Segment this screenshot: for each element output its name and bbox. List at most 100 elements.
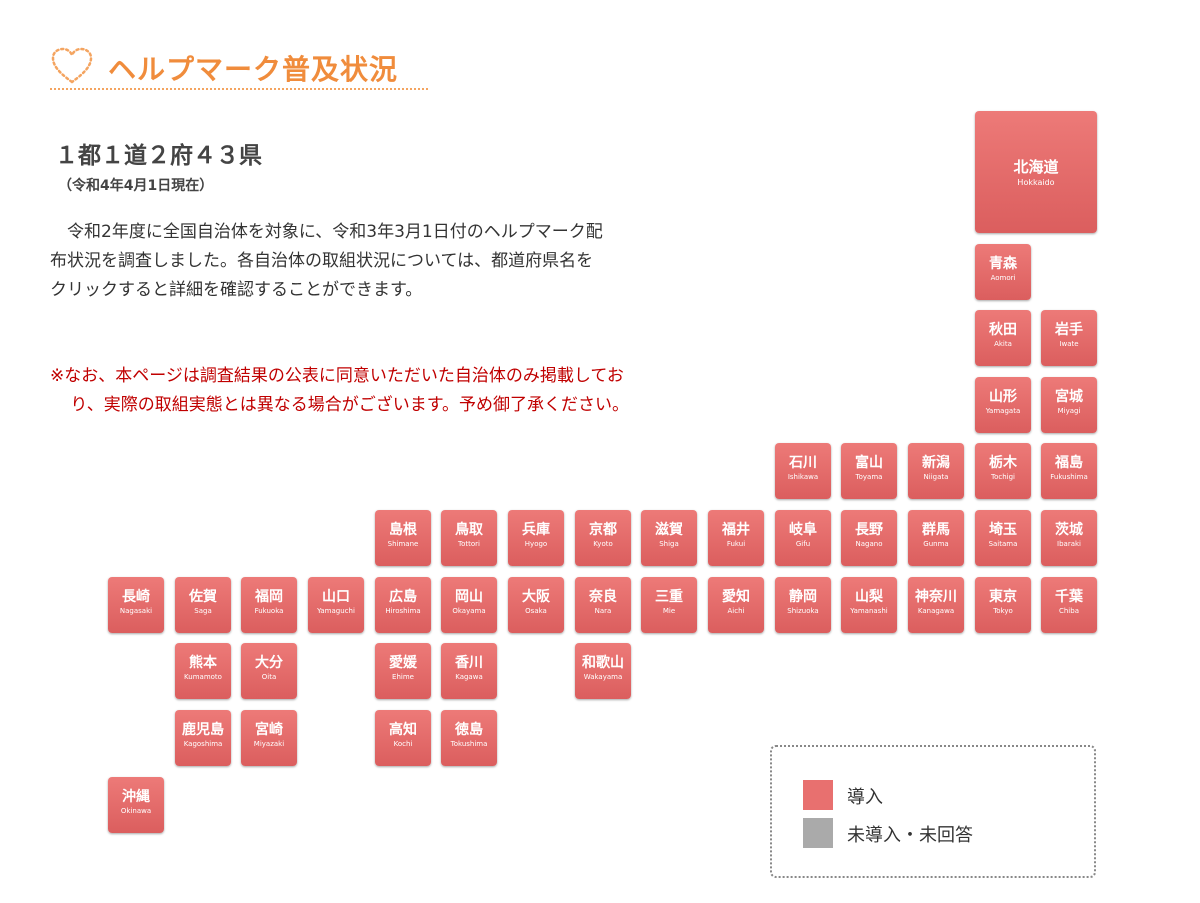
prefecture-tile-fukui[interactable]: 福井 Fukui — [708, 510, 764, 566]
prefecture-name-jp: 福島 — [1055, 455, 1083, 471]
prefecture-tile-kagoshima[interactable]: 鹿児島 Kagoshima — [175, 710, 231, 766]
prefecture-name-jp: 山梨 — [855, 589, 883, 605]
prefecture-tile-oita[interactable]: 大分 Oita — [241, 643, 297, 699]
prefecture-tile-gunma[interactable]: 群馬 Gunma — [908, 510, 964, 566]
prefecture-name-jp: 愛媛 — [389, 655, 417, 671]
prefecture-name-jp: 高知 — [389, 722, 417, 738]
prefecture-name-jp: 岩手 — [1055, 322, 1083, 338]
prefecture-name-jp: 新潟 — [922, 455, 950, 471]
prefecture-name-jp: 和歌山 — [582, 655, 624, 671]
prefecture-tile-shiga[interactable]: 滋賀 Shiga — [641, 510, 697, 566]
prefecture-tile-kumamoto[interactable]: 熊本 Kumamoto — [175, 643, 231, 699]
prefecture-name-jp: 京都 — [589, 522, 617, 538]
prefecture-tile-saga[interactable]: 佐賀 Saga — [175, 577, 231, 633]
prefecture-tile-nagano[interactable]: 長野 Nagano — [841, 510, 897, 566]
prefecture-tile-hyogo[interactable]: 兵庫 Hyogo — [508, 510, 564, 566]
prefecture-name-en: Kagoshima — [183, 740, 223, 748]
prefecture-tile-iwate[interactable]: 岩手 Iwate — [1041, 310, 1097, 366]
prefecture-name-en: Ehime — [392, 673, 414, 681]
prefecture-tile-gifu[interactable]: 岐阜 Gifu — [775, 510, 831, 566]
prefecture-tile-aomori[interactable]: 青森 Aomori — [975, 244, 1031, 300]
prefecture-name-jp: 三重 — [655, 589, 683, 605]
prefecture-name-en: Saga — [194, 607, 212, 615]
prefecture-name-en: Nara — [594, 607, 612, 615]
prefecture-name-en: Aichi — [727, 607, 745, 615]
prefecture-tile-toyama[interactable]: 富山 Toyama — [841, 443, 897, 499]
prefecture-tile-yamanashi[interactable]: 山梨 Yamanashi — [841, 577, 897, 633]
prefecture-tile-niigata[interactable]: 新潟 Niigata — [908, 443, 964, 499]
prefecture-name-en: Okayama — [452, 607, 486, 615]
prefecture-name-jp: 大分 — [255, 655, 283, 671]
prefecture-tile-kanagawa[interactable]: 神奈川 Kanagawa — [908, 577, 964, 633]
prefecture-tile-fukuoka[interactable]: 福岡 Fukuoka — [241, 577, 297, 633]
prefecture-name-jp: 福井 — [722, 522, 750, 538]
prefecture-name-jp: 佐賀 — [189, 589, 217, 605]
prefecture-tile-tochigi[interactable]: 栃木 Tochigi — [975, 443, 1031, 499]
prefecture-name-en: Kagawa — [455, 673, 483, 681]
prefecture-name-jp: 沖縄 — [122, 789, 150, 805]
prefecture-name-jp: 東京 — [989, 589, 1017, 605]
prefecture-tile-ibaraki[interactable]: 茨城 Ibaraki — [1041, 510, 1097, 566]
prefecture-tile-kochi[interactable]: 高知 Kochi — [375, 710, 431, 766]
prefecture-name-jp: 鹿児島 — [182, 722, 224, 738]
prefecture-tile-mie[interactable]: 三重 Mie — [641, 577, 697, 633]
prefecture-name-jp: 青森 — [989, 256, 1017, 272]
prefecture-name-jp: 宮崎 — [255, 722, 283, 738]
prefecture-tile-chiba[interactable]: 千葉 Chiba — [1041, 577, 1097, 633]
prefecture-name-en: Akita — [994, 340, 1012, 348]
prefecture-name-jp: 石川 — [789, 455, 817, 471]
prefecture-name-jp: 山形 — [989, 389, 1017, 405]
heading-divider — [50, 88, 428, 90]
prefecture-name-en: Kyoto — [593, 540, 613, 548]
prefecture-name-en: Okinawa — [120, 807, 152, 815]
prefecture-tile-osaka[interactable]: 大阪 Osaka — [508, 577, 564, 633]
prefecture-tile-miyagi[interactable]: 宮城 Miyagi — [1041, 377, 1097, 433]
prefecture-name-en: Yamanashi — [850, 607, 888, 615]
prefecture-name-jp: 広島 — [389, 589, 417, 605]
heart-icon — [51, 47, 93, 84]
prefecture-tile-okinawa[interactable]: 沖縄 Okinawa — [108, 777, 164, 833]
prefecture-tile-wakayama[interactable]: 和歌山 Wakayama — [575, 643, 631, 699]
prefecture-tile-aichi[interactable]: 愛知 Aichi — [708, 577, 764, 633]
prefecture-name-en: Niigata — [923, 473, 949, 481]
prefecture-name-en: Miyagi — [1057, 407, 1081, 415]
prefecture-name-en: Kumamoto — [184, 673, 222, 681]
prefecture-name-jp: 群馬 — [922, 522, 950, 538]
prefecture-tile-hokkaido[interactable]: 北海道 Hokkaido — [975, 111, 1097, 233]
legend-label-introduced: 導入 — [847, 787, 883, 808]
prefecture-name-jp: 静岡 — [789, 589, 817, 605]
prefecture-tile-saitama[interactable]: 埼玉 Saitama — [975, 510, 1031, 566]
prefecture-name-en: Aomori — [990, 274, 1016, 282]
prefecture-tile-kyoto[interactable]: 京都 Kyoto — [575, 510, 631, 566]
prefecture-name-jp: 栃木 — [989, 455, 1017, 471]
prefecture-tile-tokyo[interactable]: 東京 Tokyo — [975, 577, 1031, 633]
prefecture-tile-nara[interactable]: 奈良 Nara — [575, 577, 631, 633]
prefecture-name-jp: 秋田 — [989, 322, 1017, 338]
as-of-date: （令和4年4月1日現在） — [58, 178, 214, 194]
prefecture-tile-yamagata[interactable]: 山形 Yamagata — [975, 377, 1031, 433]
prefecture-tile-shizuoka[interactable]: 静岡 Shizuoka — [775, 577, 831, 633]
prefecture-name-jp: 奈良 — [589, 589, 617, 605]
prefecture-tile-okayama[interactable]: 岡山 Okayama — [441, 577, 497, 633]
prefecture-name-en: Chiba — [1058, 607, 1079, 615]
legend: 導入 未導入・未回答 — [770, 745, 1096, 878]
prefecture-tile-tottori[interactable]: 鳥取 Tottori — [441, 510, 497, 566]
prefecture-name-jp: 岐阜 — [789, 522, 817, 538]
prefecture-tile-akita[interactable]: 秋田 Akita — [975, 310, 1031, 366]
prefecture-tile-kagawa[interactable]: 香川 Kagawa — [441, 643, 497, 699]
prefecture-name-en: Gifu — [795, 540, 811, 548]
prefecture-tile-shimane[interactable]: 島根 Shimane — [375, 510, 431, 566]
coverage-count: １都１道２府４３県 — [55, 143, 262, 169]
prefecture-tile-nagasaki[interactable]: 長崎 Nagasaki — [108, 577, 164, 633]
prefecture-tile-ehime[interactable]: 愛媛 Ehime — [375, 643, 431, 699]
prefecture-tile-ishikawa[interactable]: 石川 Ishikawa — [775, 443, 831, 499]
prefecture-name-en: Nagano — [855, 540, 883, 548]
prefecture-tile-tokushima[interactable]: 徳島 Tokushima — [441, 710, 497, 766]
prefecture-tile-fukushima[interactable]: 福島 Fukushima — [1041, 443, 1097, 499]
prefecture-name-jp: 岡山 — [455, 589, 483, 605]
prefecture-tile-miyazaki[interactable]: 宮崎 Miyazaki — [241, 710, 297, 766]
prefecture-tile-hiroshima[interactable]: 広島 Hiroshima — [375, 577, 431, 633]
prefecture-name-jp: 神奈川 — [915, 589, 957, 605]
prefecture-name-en: Ibaraki — [1057, 540, 1081, 548]
prefecture-tile-yamaguchi[interactable]: 山口 Yamaguchi — [308, 577, 364, 633]
